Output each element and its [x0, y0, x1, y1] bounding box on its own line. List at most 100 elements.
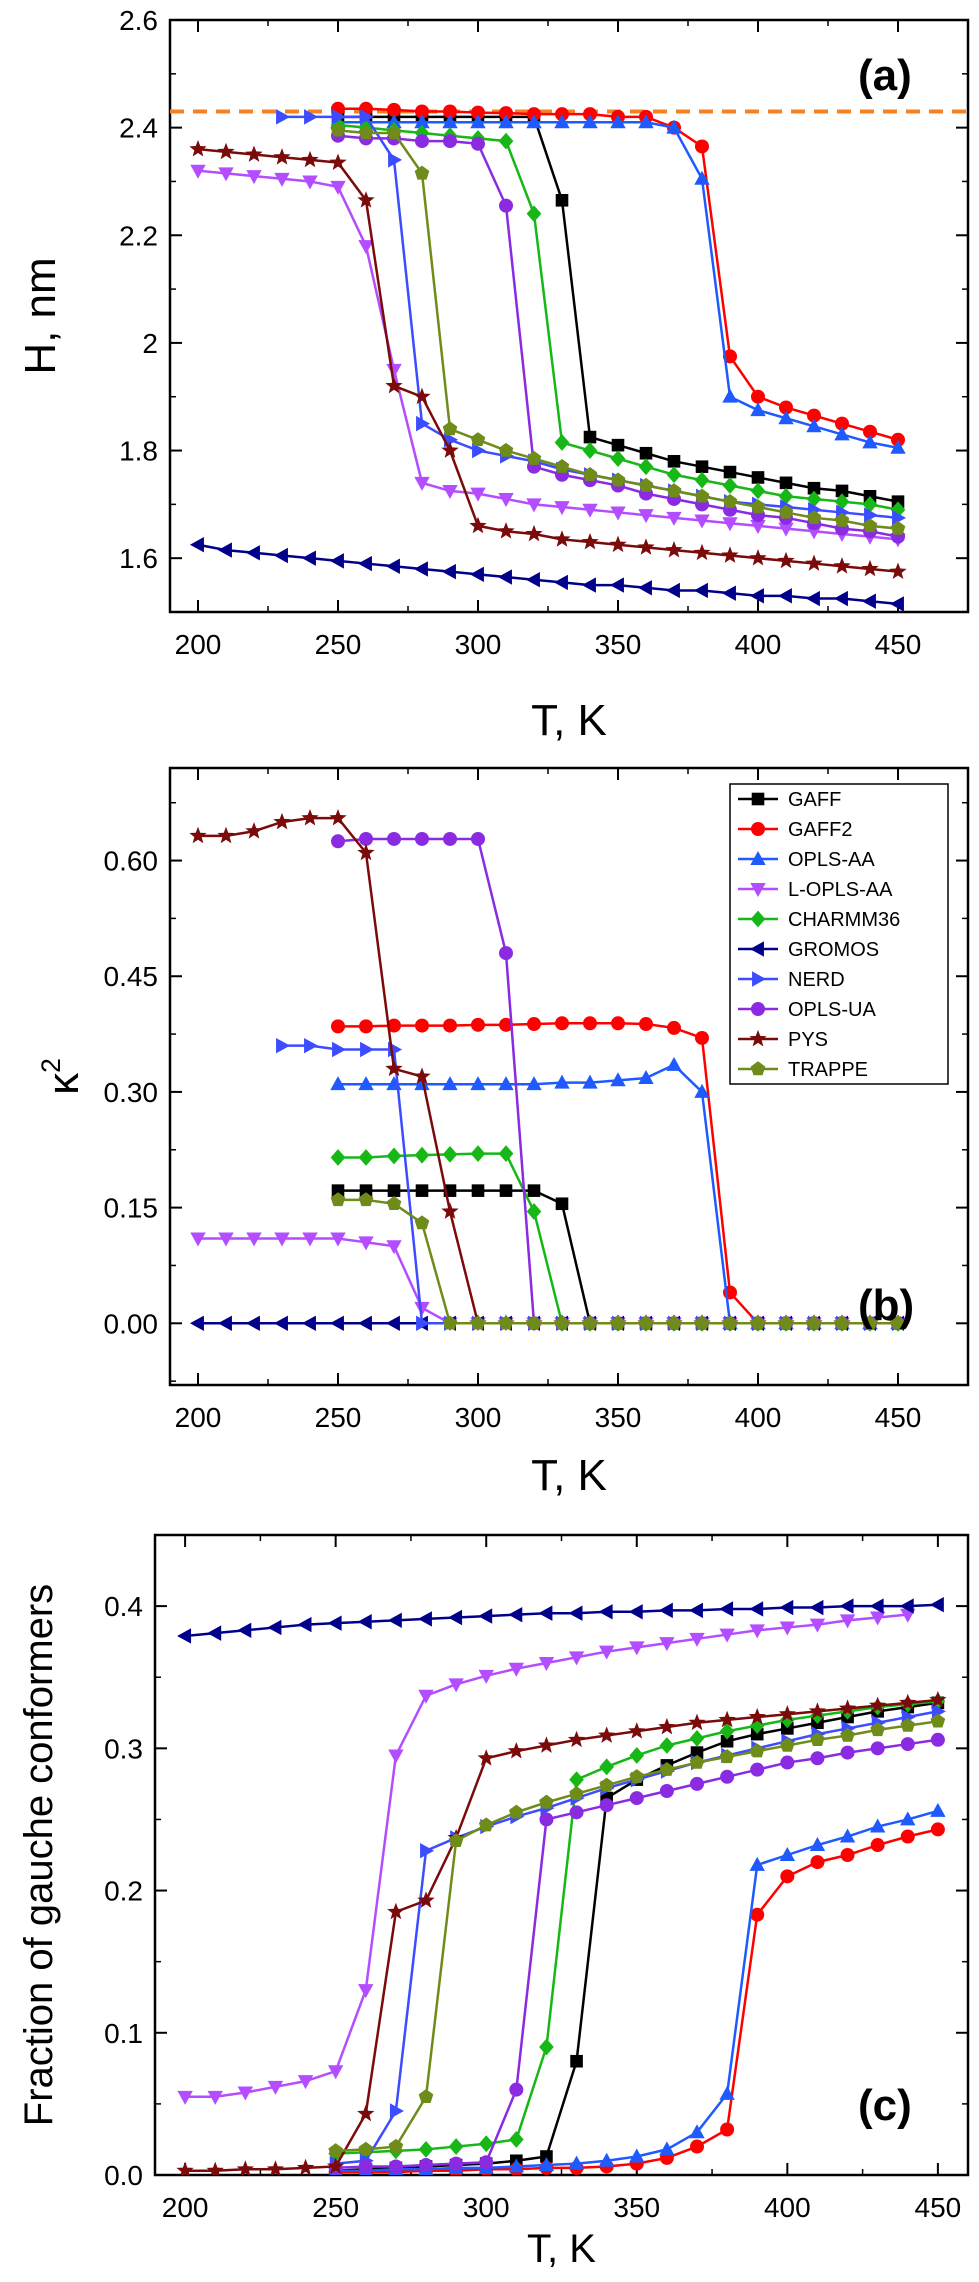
panel-c-xtick-label: 400: [764, 2192, 811, 2223]
panel-b-point-trappe: [330, 1192, 346, 1207]
panel-b-point-l-opls-aa: [274, 1232, 290, 1247]
panel-c-point-trappe: [478, 1817, 494, 1832]
panel-c-point-opls-ua: [539, 1812, 554, 1827]
panel-a-point-gaff2: [499, 106, 513, 121]
panel-b-series-line-charmm36: [338, 1152, 898, 1325]
panel-c-point-opls-ua: [750, 1762, 765, 1777]
panel-c-point-pys: [658, 1717, 676, 1735]
panel-c-point-opls-ua: [449, 2156, 464, 2171]
panel-b-point-trappe: [386, 1196, 402, 1210]
panel-c-point-gromos: [448, 1609, 463, 1626]
panel-a-point-charmm36: [806, 490, 822, 508]
panel-a-point-trappe: [610, 472, 626, 487]
panel-c-point-trappe: [900, 1717, 916, 1732]
panel-c-point-opls-ua: [599, 1798, 614, 1813]
panel-a-point-gaff: [555, 193, 569, 207]
panel-c-point-gromos: [297, 1616, 312, 1633]
panel-a-point-opls-aa: [806, 418, 822, 433]
panel-a-point-gaff2: [387, 102, 401, 117]
panel-b-point-charmm36: [526, 1203, 542, 1220]
panel-a-point-pys: [357, 191, 375, 208]
panel-b-point-trappe: [610, 1315, 626, 1330]
panel-a-point-l-opls-aa: [750, 519, 766, 534]
panel-b-ytick-label: 0.00: [104, 1308, 159, 1339]
panel-a-point-charmm36: [778, 487, 794, 505]
panel-c-point-trappe: [659, 1761, 675, 1776]
panel-c-point-trappe: [719, 1749, 735, 1764]
panel-c-point-gaff2: [780, 1869, 795, 1884]
panel-b-point-trappe: [442, 1315, 458, 1330]
panel-a-point-gromos: [217, 542, 232, 558]
panel-c-xtick-label: 200: [162, 2192, 209, 2223]
legend-label-opls-ua: OPLS-UA: [788, 999, 876, 1021]
panel-b-point-trappe: [554, 1315, 570, 1330]
panel-a-point-l-opls-aa: [610, 506, 626, 521]
panel-a-point-gromos: [693, 582, 708, 599]
panel-c-point-gromos: [899, 1598, 914, 1614]
panel-b-frame: [168, 766, 970, 1387]
panel-c-point-charmm36: [749, 1717, 765, 1734]
panel-a-point-opls-aa: [694, 170, 710, 185]
panel-b-point-nerd: [332, 1041, 347, 1058]
panel-a-point-opls-aa: [442, 114, 458, 129]
panel-c-point-gaff2: [840, 1848, 855, 1862]
panel-b-ylabel: κ2: [36, 1058, 88, 1095]
panel-a-point-gromos: [357, 555, 372, 572]
panel-a-point-opls-aa: [554, 114, 570, 129]
legend-marker-l-opls-aa: [750, 883, 766, 898]
panel-c-point-l-opls-aa: [448, 1678, 464, 1693]
panel-c-point-opls-ua: [840, 1745, 855, 1760]
panel-a-point-opls-aa: [722, 388, 738, 403]
panel-a-point-charmm36: [582, 442, 598, 459]
panel-c-point-pys: [266, 2160, 285, 2175]
panel-a-point-gaff2: [863, 424, 877, 439]
legend-label-charmm36: CHARMM36: [788, 909, 900, 931]
panel-c-point-gaff: [720, 1734, 734, 1748]
panel-a-point-l-opls-aa: [330, 180, 346, 195]
panel-c-point-pys: [477, 1749, 495, 1766]
panel-a-point-trappe: [358, 125, 374, 140]
panel-c-point-gromos: [177, 1628, 192, 1644]
panel-c-point-trappe: [599, 1777, 614, 1792]
panel-a-series-line-gromos: [197, 543, 899, 606]
panel-c-point-opls-aa: [869, 1818, 886, 1833]
panel-c-point-pys: [778, 1705, 796, 1722]
panel-c-label: (c): [858, 2081, 912, 2130]
panel-a-point-pys: [861, 559, 879, 577]
legend-label-opls-aa: OPLS-AA: [788, 849, 875, 871]
panel-c-point-pys: [929, 1690, 947, 1708]
panel-c-point-trappe: [689, 1754, 705, 1769]
panel-a-point-pys: [637, 538, 655, 555]
panel-a-point-pys: [693, 543, 711, 561]
panel-a-xtick-label: 350: [595, 629, 642, 660]
panel-b-point-pys: [357, 843, 375, 861]
panel-b-point-opls-aa: [330, 1076, 346, 1091]
panel-a-point-trappe: [890, 520, 906, 535]
panel-b-label: (b): [858, 1281, 914, 1330]
legend-label-l-opls-aa: L-OPLS-AA: [788, 879, 893, 901]
panel-a-point-opls-aa: [834, 426, 850, 441]
panel-c-point-pys: [176, 2161, 194, 2175]
panel-a-point-l-opls-aa: [442, 484, 458, 499]
panel-a-point-opls-aa: [750, 402, 766, 417]
panel-b-point-opls-ua: [359, 831, 373, 846]
panel-c-point-l-opls-aa: [869, 1611, 886, 1626]
panel-b-point-trappe: [862, 1315, 878, 1330]
panel-c-series-line-opls-aa: [335, 1809, 939, 2172]
panel-c-point-gaff: [781, 1722, 794, 1735]
panel-a-point-l-opls-aa: [722, 517, 738, 532]
panel-c-point-charmm36: [599, 1758, 615, 1776]
panel-c-point-opls-ua: [810, 1751, 825, 1766]
legend-marker-opls-aa: [750, 850, 766, 865]
panel-b-xtick-label: 200: [175, 1402, 222, 1433]
panel-b-ytick-label: 0.45: [104, 961, 159, 992]
panel-a-ytick-label: 2.4: [119, 113, 158, 144]
panel-a-point-gaff: [667, 455, 681, 468]
panel-c-point-l-opls-aa: [598, 1645, 615, 1660]
panel-c-series-line-gaff2: [335, 1828, 939, 2174]
panel-c-point-trappe: [358, 2141, 374, 2156]
panel-b-point-gaff: [387, 1184, 401, 1197]
panel-a-point-trappe: [582, 467, 598, 481]
panel-a-point-gromos: [385, 558, 400, 574]
panel-b-point-nerd: [304, 1037, 319, 1054]
